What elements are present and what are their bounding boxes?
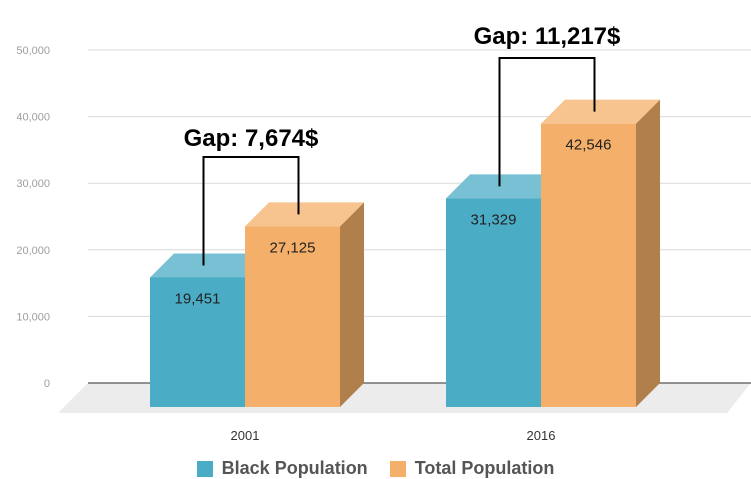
gap-bracket: [498, 57, 596, 187]
legend-item-black-population: Black Population: [196, 458, 368, 479]
legend-item-total-population: Total Population: [389, 458, 555, 479]
y-tick-label: 10,000: [16, 311, 50, 323]
y-axis-ticks: 0 10,000 20,000 30,000 40,000 50,000: [16, 45, 50, 390]
bar-side: [636, 99, 660, 407]
x-tick-label: 2016: [527, 428, 556, 443]
gap-annotation: Gap: 11,217$: [474, 23, 621, 50]
bar: [541, 99, 660, 407]
gap-annotation: Gap: 7,674$: [184, 125, 319, 152]
data-label: 27,125: [270, 239, 316, 256]
data-labels: 19,451 27,125 31,329 42,546: [175, 137, 612, 308]
bar: [245, 202, 364, 407]
y-tick-label: 20,000: [16, 245, 50, 257]
gap-annotations: Gap: 7,674$ Gap: 11,217$: [184, 23, 621, 266]
bar-front: [541, 123, 636, 407]
bar-front: [150, 277, 245, 407]
bar-front: [245, 226, 340, 407]
data-label: 31,329: [471, 211, 517, 228]
bars: [150, 99, 660, 407]
bar-top: [446, 174, 565, 199]
legend-swatch-black: [196, 460, 213, 477]
x-axis-ticks: 2001 2016: [231, 428, 556, 443]
y-tick-label: 40,000: [16, 112, 50, 124]
bar-top: [245, 202, 364, 227]
bar-front: [446, 198, 541, 407]
y-tick-label: 0: [44, 378, 50, 390]
data-label: 19,451: [175, 290, 221, 307]
legend-swatch-total: [389, 460, 406, 477]
legend-label-black: Black Population: [221, 458, 368, 478]
y-tick-label: 30,000: [16, 178, 50, 190]
legend-label-total: Total Population: [414, 458, 555, 478]
bar-side: [340, 202, 364, 407]
bar-top: [541, 99, 660, 124]
x-tick-label: 2001: [231, 428, 260, 443]
data-label: 42,546: [566, 137, 612, 154]
y-tick-label: 50,000: [16, 45, 50, 57]
bar-top: [150, 253, 269, 278]
gap-bracket: [202, 156, 300, 266]
legend: Black Population Total Population: [0, 458, 751, 479]
